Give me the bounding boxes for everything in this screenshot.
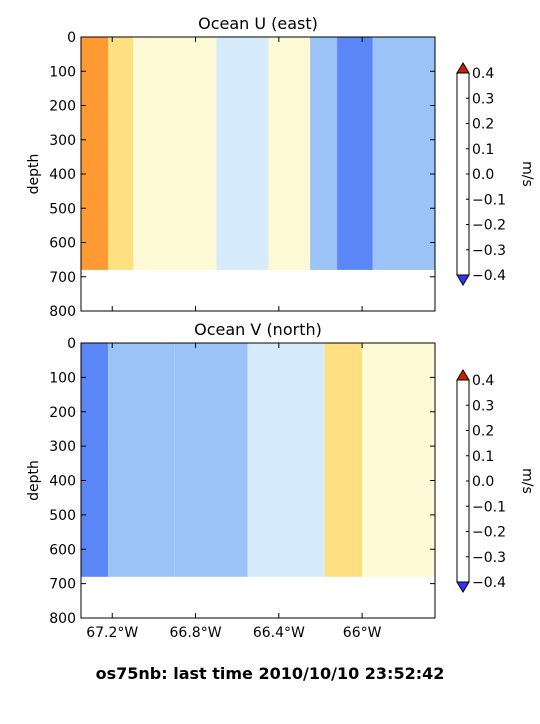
colorbar-tick-label: 0.4	[472, 373, 494, 389]
data-band	[268, 37, 310, 270]
ytick-label: 400	[49, 167, 76, 183]
ytick-label: 0	[67, 336, 76, 352]
y-axis-label: depth	[26, 154, 42, 195]
colorbar-extend-min	[456, 274, 470, 286]
data-band	[81, 343, 109, 577]
colorbar-tick-label: −0.3	[472, 243, 506, 259]
colorbar-tick-label: −0.2	[472, 525, 506, 541]
data-band	[324, 343, 363, 577]
data-band	[372, 37, 435, 270]
data-band	[310, 37, 338, 270]
ytick-label: 800	[49, 611, 76, 627]
plot-area	[81, 343, 435, 577]
colorbar-extend-min	[456, 581, 470, 593]
chart-0: Ocean U (east) 0 100 200 300 400 500 600 700 800 d…	[26, 14, 535, 320]
ytick-label: 200	[49, 405, 76, 421]
colorbar-tick-label: 0.3	[472, 91, 494, 107]
ytick-label: 200	[49, 99, 76, 115]
chart-title: Ocean U (east)	[198, 14, 318, 33]
ytick-label: 100	[49, 64, 76, 80]
xtick-label: 67.2°W	[86, 625, 138, 641]
colorbar-extend-max	[456, 369, 470, 381]
colorbar-label: m/s	[519, 468, 535, 494]
ytick-label: 700	[49, 577, 76, 593]
colorbar: 0.4 0.3 0.2 0.1 0.0 −0.1 −0.2 −0.3 −0.4 m/s	[456, 369, 535, 593]
ytick-label: 600	[49, 542, 76, 558]
colorbar-tick-label: −0.3	[472, 550, 506, 566]
data-band	[81, 37, 109, 270]
colorbar-tick-label: 0.0	[472, 167, 494, 183]
colorbar-tick-label: 0.4	[472, 66, 494, 82]
data-band	[133, 37, 217, 270]
colorbar-tick-label: −0.4	[472, 575, 506, 591]
data-band	[174, 343, 248, 577]
ytick-label: 500	[49, 508, 76, 524]
ytick-label: 600	[49, 236, 76, 252]
data-band	[108, 37, 134, 270]
colorbar-tick-label: 0.2	[472, 424, 494, 440]
ytick-label: 100	[49, 370, 76, 386]
footer-status: os75nb: last time 2010/10/10 23:52:42	[95, 664, 445, 683]
colorbar: 0.4 0.3 0.2 0.1 0.0 −0.1 −0.2 −0.3 −0.4 m/s	[456, 62, 535, 286]
data-band	[247, 343, 300, 577]
colorbar-tick-label: 0.1	[472, 449, 494, 465]
data-band	[108, 343, 175, 577]
chart-title: Ocean V (north)	[194, 320, 322, 339]
colorbar-tick-label: −0.1	[472, 192, 506, 208]
colorbar-tick-label: −0.4	[472, 268, 506, 284]
data-band	[299, 343, 325, 577]
y-axis-label: depth	[26, 460, 42, 501]
xtick-label: 66°W	[343, 625, 382, 641]
colorbar-label: m/s	[519, 161, 535, 187]
data-band	[337, 37, 373, 270]
ytick-label: 300	[49, 133, 76, 149]
ytick-label: 300	[49, 439, 76, 455]
ytick-label: 400	[49, 474, 76, 490]
data-band	[362, 343, 435, 577]
colorbar-tick-label: 0.0	[472, 474, 494, 490]
ytick-label: 700	[49, 270, 76, 286]
data-band	[216, 37, 269, 270]
colorbar-tick-label: 0.3	[472, 398, 494, 414]
colorbar-tick-label: 0.1	[472, 142, 494, 158]
plot-area	[81, 37, 435, 270]
xtick-label: 66.8°W	[170, 625, 222, 641]
xtick-label: 66.4°W	[253, 625, 305, 641]
ytick-label: 500	[49, 201, 76, 217]
colorbar-extend-max	[456, 62, 470, 74]
colorbar-tick-label: −0.2	[472, 218, 506, 234]
ytick-label: 0	[67, 30, 76, 46]
colorbar-tick-label: −0.1	[472, 499, 506, 515]
chart-1: Ocean V (north) 0 100 200 300 400 500 600 700 800…	[26, 320, 535, 641]
ytick-label: 800	[49, 304, 76, 320]
colorbar-tick-label: 0.2	[472, 117, 494, 133]
